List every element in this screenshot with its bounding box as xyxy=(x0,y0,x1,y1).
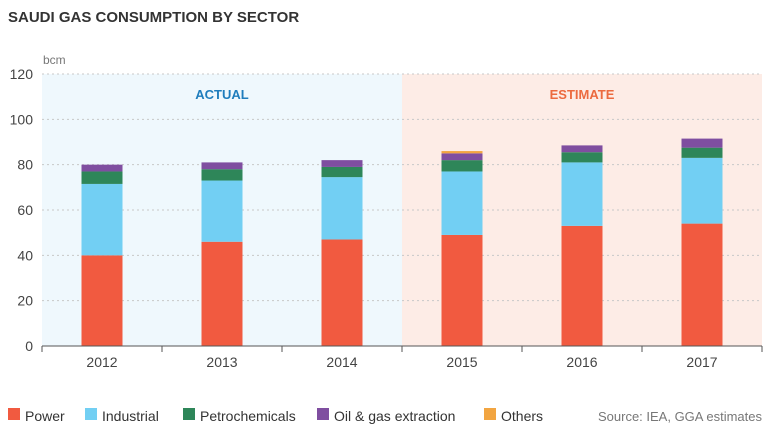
y-tick-label-40: 40 xyxy=(17,247,33,263)
legend-item-oil-and-gas-extraction: Oil & gas extraction xyxy=(317,408,455,424)
legend-swatch-oil-and-gas-extraction xyxy=(317,408,329,420)
bar-petrochemicals-2013 xyxy=(201,169,243,181)
bar-power-2013 xyxy=(201,241,243,346)
legend-item-power: Power xyxy=(8,408,65,424)
bar-petrochemicals-2017 xyxy=(681,147,723,158)
bar-petrochemicals-2015 xyxy=(441,160,483,172)
bar-oil-and-gas-extraction-2014 xyxy=(321,160,363,167)
bar-industrial-2015 xyxy=(441,171,483,235)
bar-oil-and-gas-extraction-2013 xyxy=(201,162,243,170)
x-tick-label-2017: 2017 xyxy=(686,354,717,370)
bar-oil-and-gas-extraction-2017 xyxy=(681,138,723,148)
x-tick-label-2015: 2015 xyxy=(446,354,477,370)
y-tick-label-60: 60 xyxy=(17,202,33,218)
legend-label-industrial: Industrial xyxy=(102,408,159,424)
bar-industrial-2012 xyxy=(81,183,123,256)
bar-oil-and-gas-extraction-2016 xyxy=(561,145,603,153)
legend-label-power: Power xyxy=(25,408,65,424)
bar-oil-and-gas-extraction-2015 xyxy=(441,153,483,161)
bar-petrochemicals-2012 xyxy=(81,171,123,184)
bar-industrial-2017 xyxy=(681,157,723,224)
x-tick-label-2016: 2016 xyxy=(566,354,597,370)
bar-industrial-2013 xyxy=(201,180,243,242)
bar-oil-and-gas-extraction-2012 xyxy=(81,164,123,172)
region-label-estimate: ESTIMATE xyxy=(550,87,615,102)
x-tick-label-2012: 2012 xyxy=(86,354,117,370)
y-tick-label-0: 0 xyxy=(25,338,33,354)
bar-power-2015 xyxy=(441,234,483,346)
y-tick-label-120: 120 xyxy=(10,66,34,82)
bar-power-2017 xyxy=(681,223,723,346)
bar-others-2015 xyxy=(441,151,483,154)
legend-label-others: Others xyxy=(501,408,543,424)
y-tick-label-80: 80 xyxy=(17,157,33,173)
x-tick-label-2013: 2013 xyxy=(206,354,237,370)
y-axis-unit: bcm xyxy=(43,53,66,67)
y-tick-label-100: 100 xyxy=(10,111,34,127)
bar-petrochemicals-2014 xyxy=(321,166,363,178)
legend-swatch-others xyxy=(484,408,496,420)
legend-item-industrial: Industrial xyxy=(85,408,159,424)
legend-item-petrochemicals: Petrochemicals xyxy=(183,408,296,424)
bar-power-2016 xyxy=(561,225,603,346)
bar-power-2012 xyxy=(81,255,123,346)
source-note: Source: IEA, GGA estimates xyxy=(598,409,763,424)
y-tick-label-20: 20 xyxy=(17,293,33,309)
region-label-actual: ACTUAL xyxy=(195,87,248,102)
bar-industrial-2014 xyxy=(321,177,363,240)
bar-industrial-2016 xyxy=(561,162,603,226)
chart-title: SAUDI GAS CONSUMPTION BY SECTOR xyxy=(8,9,299,26)
legend-swatch-petrochemicals xyxy=(183,408,195,420)
legend-label-petrochemicals: Petrochemicals xyxy=(200,408,296,424)
legend-swatch-industrial xyxy=(85,408,97,420)
legend-item-others: Others xyxy=(484,408,543,424)
x-tick-label-2014: 2014 xyxy=(326,354,357,370)
bar-petrochemicals-2016 xyxy=(561,152,603,163)
bar-power-2014 xyxy=(321,239,363,346)
legend-label-oil-and-gas-extraction: Oil & gas extraction xyxy=(334,408,455,424)
legend-swatch-power xyxy=(8,408,20,420)
